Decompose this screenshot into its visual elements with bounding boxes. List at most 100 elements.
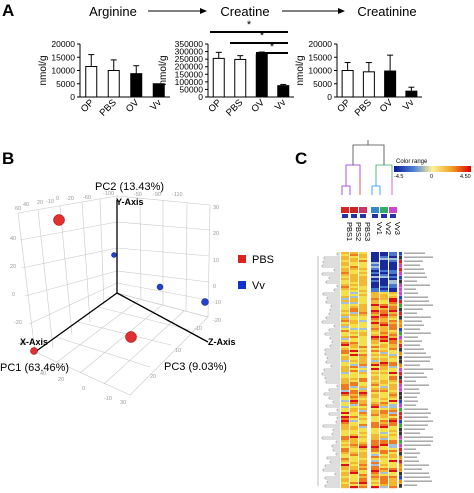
metabolite-class-marker (399, 320, 402, 324)
metabolite-label-mark (404, 296, 428, 298)
heatmap-cell (389, 408, 397, 411)
metabolite-class-marker (399, 424, 402, 428)
heatmap-cell (359, 366, 367, 369)
heatmap-cell (380, 432, 388, 435)
svg-text:30: 30 (213, 205, 219, 211)
heatmap-cell (350, 324, 358, 327)
heatmap-cell (359, 270, 367, 273)
row-dendrogram-branch (331, 444, 340, 448)
row-dendrogram-branch (325, 380, 340, 384)
row-dendrogram-branch (328, 276, 340, 280)
sig-star-3: * (270, 41, 275, 53)
svg-text:30: 30 (120, 400, 126, 406)
heatmap-cell (341, 370, 349, 373)
heatmap-cell (341, 300, 349, 303)
heatmap-cell (359, 428, 367, 431)
heatmap-cell (380, 470, 388, 473)
heatmap-cell (380, 382, 388, 385)
heatmap-cell (371, 460, 379, 463)
heatmap-cell (371, 452, 379, 455)
metabolite-label-mark (404, 348, 424, 350)
heatmap-cell (380, 378, 388, 381)
heatmap-cell (350, 468, 358, 471)
heatmap-cell (380, 458, 388, 461)
heatmap-cell (341, 258, 349, 261)
row-dendrogram-branch (325, 280, 340, 284)
heatmap-cell (389, 432, 397, 435)
heatmap-cell (359, 352, 367, 355)
metabolite-label-mark (404, 384, 429, 386)
heatmap-cell (371, 326, 379, 329)
heatmap-cell (350, 332, 358, 335)
metabolite-label-mark (404, 288, 416, 290)
heatmap-cell (371, 302, 379, 305)
heatmap-cell (371, 366, 379, 369)
heatmap-cell (341, 388, 349, 391)
pathway-header: Arginine Creatine Creatinine (89, 4, 416, 19)
metabolite-label-mark (404, 432, 420, 434)
heatmap-cell (389, 332, 397, 335)
heatmap-cell (380, 300, 388, 303)
heatmap-cell (371, 482, 379, 485)
heatmap-cell (380, 436, 388, 439)
heatmap-cell (341, 314, 349, 317)
heatmap-cell (389, 342, 397, 345)
heatmap-cell (350, 456, 358, 459)
creatinine-bar-vv (405, 90, 418, 98)
heatmap-cell (359, 274, 367, 277)
heatmap-cell (350, 304, 358, 307)
metabolite-class-marker (399, 364, 402, 368)
heatmap-cell (341, 420, 349, 423)
row-dendrogram-branch (336, 252, 340, 256)
pathway-arrowhead-2 (338, 8, 345, 14)
heatmap-cell (350, 462, 358, 465)
heatmap-cell (389, 372, 397, 375)
heatmap-cell (359, 298, 367, 301)
heatmap-cell (341, 274, 349, 277)
heatmap-cell (380, 452, 388, 455)
heatmap-cell (341, 398, 349, 401)
heatmap-cell (389, 298, 397, 301)
heatmap-cell (380, 310, 388, 313)
metabolite-label-mark (404, 436, 433, 438)
heatmap-cell (380, 440, 388, 443)
heatmap-cell (359, 476, 367, 479)
heatmap-cell (350, 282, 358, 285)
color-range-bar (394, 166, 471, 172)
heatmap-cell (341, 416, 349, 419)
row-dendrogram-branch (326, 456, 340, 460)
metabolite-label-mark (404, 352, 426, 354)
heatmap-cell (389, 286, 397, 289)
heatmap-cell (359, 384, 367, 387)
heatmap-cell (389, 344, 397, 347)
creatine-y-tick-label: 200000 (175, 62, 204, 72)
heatmap-cell (341, 262, 349, 265)
heatmap-cell (371, 288, 379, 291)
heatmap-cell (341, 436, 349, 439)
panel-a-label: A (2, 1, 14, 20)
heatmap-cell (359, 390, 367, 393)
heatmap-cell (341, 336, 349, 339)
heatmap-cell (341, 480, 349, 483)
heatmap-cell (359, 480, 367, 483)
row-dendrogram-branch (324, 352, 340, 356)
heatmap-cells (341, 252, 397, 489)
heatmap-cell (341, 484, 349, 487)
arginine-y-tick-label: 10000 (51, 66, 75, 76)
sample-label-vv1: Vv1 (375, 222, 384, 235)
heatmap-cell (371, 450, 379, 453)
heatmap-cell (389, 346, 397, 349)
heatmap-cell (380, 460, 388, 463)
svg-text:-20: -20 (213, 318, 221, 324)
heatmap-cell (341, 400, 349, 403)
heatmap-cell (380, 294, 388, 297)
metabolite-label-mark (404, 392, 420, 394)
heatmap-cell (359, 404, 367, 407)
heatmap-cell (380, 386, 388, 389)
heatmap-cell (389, 366, 397, 369)
heatmap-cell (371, 384, 379, 387)
heatmap-cell (380, 368, 388, 371)
metabolite-labels (399, 252, 433, 488)
heatmap-cell (380, 286, 388, 289)
heatmap-cell (371, 378, 379, 381)
